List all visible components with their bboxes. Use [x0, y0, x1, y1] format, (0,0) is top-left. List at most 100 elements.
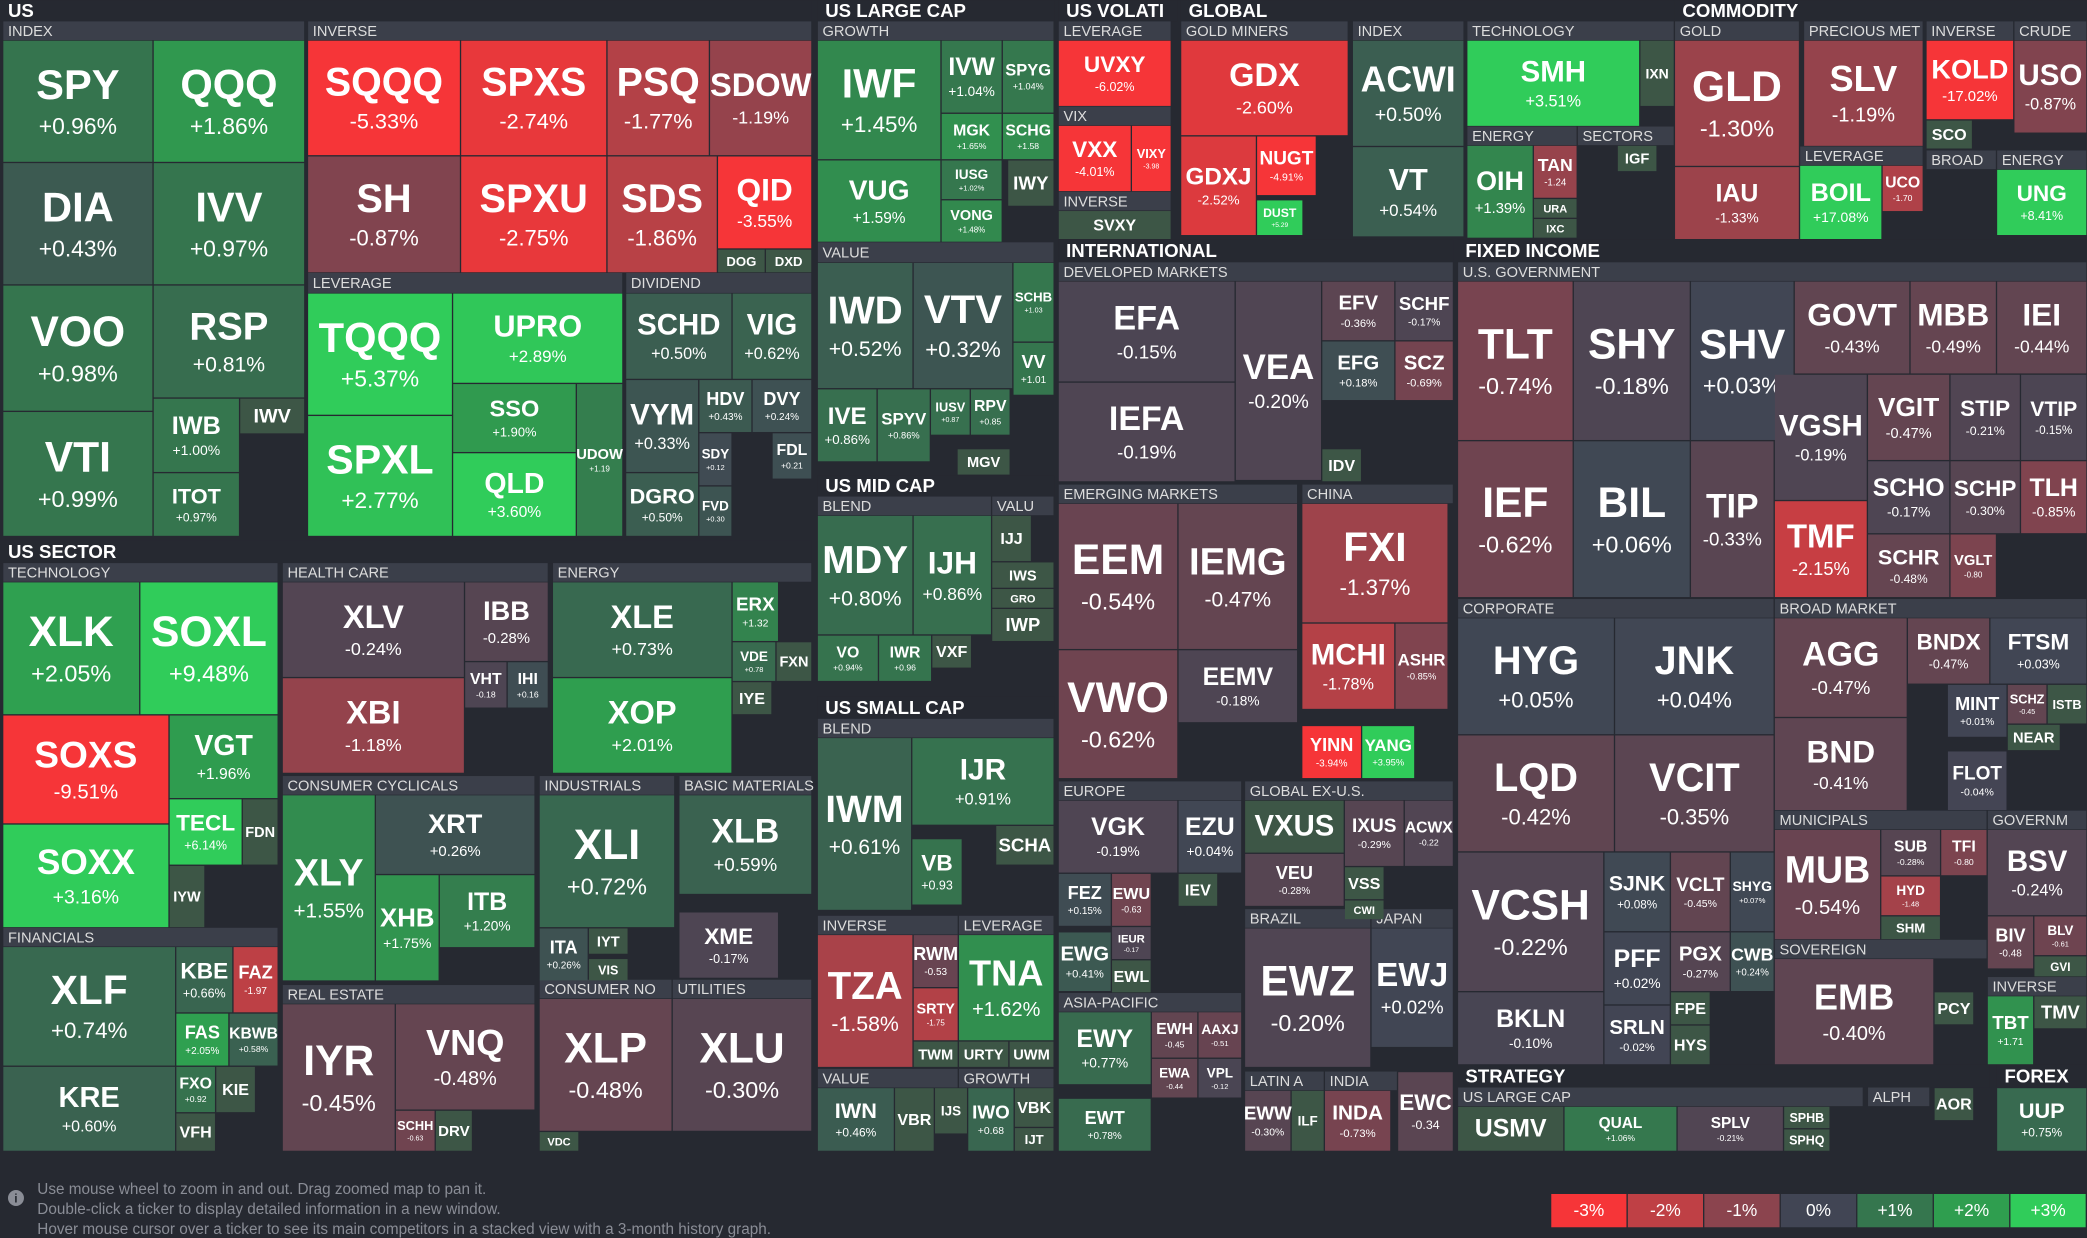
- ticker-tile[interactable]: [1804, 40, 1923, 146]
- ticker-tile[interactable]: [1868, 374, 1950, 460]
- ticker-label[interactable]: SVXY: [1093, 217, 1136, 235]
- ticker-tile[interactable]: [153, 163, 305, 285]
- ticker-label[interactable]: IDV: [1328, 457, 1355, 475]
- ticker-tile[interactable]: [1941, 829, 1987, 876]
- ticker-label[interactable]: FPE: [1675, 1000, 1707, 1018]
- ticker-label[interactable]: IEV: [1185, 881, 1211, 899]
- ticker-tile[interactable]: [1132, 125, 1171, 192]
- ticker-label[interactable]: IEF: [1482, 479, 1548, 527]
- ticker-label[interactable]: SHM: [1896, 921, 1925, 936]
- ticker-tile[interactable]: [1774, 501, 1867, 598]
- ticker-tile[interactable]: [1990, 618, 2087, 684]
- ticker-tile[interactable]: [1868, 534, 1950, 598]
- ticker-label[interactable]: UUP: [2019, 1098, 2065, 1123]
- ticker-label[interactable]: HYD: [1896, 883, 1925, 898]
- ticker-label[interactable]: VPL: [1207, 1065, 1233, 1080]
- ticker-label[interactable]: UNG: [2017, 181, 2067, 206]
- ticker-label[interactable]: EFG: [1337, 353, 1379, 375]
- ticker-label[interactable]: SCHA: [998, 835, 1051, 856]
- ticker-label[interactable]: SCHH: [397, 1118, 433, 1133]
- ticker-label[interactable]: SCHR: [1878, 545, 1940, 570]
- ticker-tile[interactable]: [895, 1088, 934, 1151]
- ticker-label[interactable]: SCZ: [1404, 353, 1445, 375]
- ticker-label[interactable]: VBK: [1017, 1099, 1051, 1117]
- ticker-label[interactable]: SPYV: [881, 409, 927, 428]
- ticker-label[interactable]: IWS: [1009, 568, 1037, 584]
- ticker-tile[interactable]: [1987, 996, 2034, 1065]
- ticker-tile[interactable]: [765, 249, 812, 273]
- ticker-label[interactable]: DRV: [438, 1123, 469, 1140]
- ticker-label[interactable]: SHYG: [1732, 878, 1772, 894]
- ticker-tile[interactable]: [817, 160, 941, 242]
- ticker-label[interactable]: AAXJ: [1201, 1021, 1238, 1037]
- ticker-tile[interactable]: [1458, 281, 1573, 440]
- ticker-tile[interactable]: [1395, 281, 1453, 341]
- ticker-tile[interactable]: [1352, 147, 1464, 237]
- ticker-tile[interactable]: [439, 875, 535, 948]
- ticker-tile[interactable]: [3, 412, 153, 536]
- ticker-label[interactable]: IYW: [173, 890, 201, 906]
- ticker-tile[interactable]: [1947, 751, 2007, 810]
- ticker-label[interactable]: VCLT: [1676, 875, 1725, 896]
- ticker-tile[interactable]: [153, 398, 239, 472]
- ticker-tile[interactable]: [1058, 125, 1131, 192]
- ticker-tile[interactable]: [435, 1110, 472, 1151]
- ticker-tile[interactable]: [1198, 1012, 1242, 1058]
- ticker-label[interactable]: HYG: [1493, 639, 1579, 683]
- ticker-label[interactable]: VV: [1021, 352, 1045, 372]
- ticker-tile[interactable]: [176, 947, 233, 1013]
- ticker-label[interactable]: TFI: [1952, 839, 1976, 856]
- ticker-tile[interactable]: [1730, 852, 1774, 932]
- ticker-tile[interactable]: [153, 40, 305, 162]
- ticker-label[interactable]: IXC: [1546, 224, 1564, 236]
- ticker-label[interactable]: GDXJ: [1186, 163, 1252, 190]
- ticker-label[interactable]: KIE: [222, 1081, 249, 1099]
- ticker-label[interactable]: IVW: [948, 54, 995, 81]
- ticker-tile[interactable]: [282, 1004, 395, 1151]
- ticker-tile[interactable]: [1675, 40, 1799, 166]
- ticker-label[interactable]: DGRO: [630, 483, 695, 508]
- ticker-tile[interactable]: [1950, 534, 1996, 598]
- ticker-label[interactable]: IWV: [253, 406, 291, 428]
- ticker-tile[interactable]: [1881, 916, 1940, 940]
- ticker-tile[interactable]: [1344, 867, 1384, 900]
- ticker-tile[interactable]: [169, 865, 205, 928]
- ticker-tile[interactable]: [1950, 461, 2020, 534]
- ticker-tile[interactable]: [242, 799, 278, 865]
- ticker-label[interactable]: VEA: [1243, 348, 1315, 387]
- ticker-tile[interactable]: [153, 473, 239, 536]
- ticker-tile[interactable]: [1458, 735, 1614, 852]
- ticker-label[interactable]: ITB: [467, 888, 507, 916]
- ticker-tile[interactable]: [1533, 219, 1577, 238]
- ticker-tile[interactable]: [1008, 160, 1054, 206]
- ticker-label[interactable]: VGLT: [1954, 553, 1992, 569]
- ticker-label[interactable]: AOR: [1936, 1096, 1972, 1114]
- ticker-label[interactable]: TIP: [1706, 487, 1759, 525]
- ticker-tile[interactable]: [2021, 374, 2087, 460]
- ticker-tile[interactable]: [3, 285, 153, 411]
- ticker-label[interactable]: IJR: [960, 754, 1006, 787]
- ticker-label[interactable]: UDOW: [576, 447, 623, 463]
- ticker-tile[interactable]: [282, 582, 464, 677]
- ticker-label[interactable]: PSQ: [617, 61, 700, 105]
- ticker-tile[interactable]: [877, 389, 930, 462]
- ticker-tile[interactable]: [308, 416, 452, 536]
- ticker-tile[interactable]: [2034, 916, 2087, 956]
- ticker-tile[interactable]: [282, 795, 375, 981]
- ticker-label[interactable]: RSP: [189, 305, 268, 348]
- ticker-label[interactable]: VWO: [1067, 674, 1169, 722]
- ticker-tile[interactable]: [1997, 281, 2087, 374]
- ticker-label[interactable]: VNQ: [426, 1022, 504, 1063]
- ticker-tile[interactable]: [1604, 932, 1670, 1005]
- ticker-tile[interactable]: [1467, 40, 1640, 126]
- ticker-tile[interactable]: [1178, 873, 1218, 906]
- ticker-tile[interactable]: [1573, 441, 1690, 598]
- ticker-tile[interactable]: [941, 200, 1002, 242]
- ticker-label[interactable]: VSS: [1348, 875, 1380, 893]
- ticker-tile[interactable]: [1800, 165, 1882, 240]
- ticker-tile[interactable]: [1198, 1058, 1242, 1098]
- ticker-label[interactable]: VGIT: [1878, 392, 1939, 422]
- ticker-label[interactable]: FTSM: [2008, 630, 2070, 655]
- ticker-tile[interactable]: [1794, 281, 1910, 374]
- ticker-tile[interactable]: [817, 515, 913, 635]
